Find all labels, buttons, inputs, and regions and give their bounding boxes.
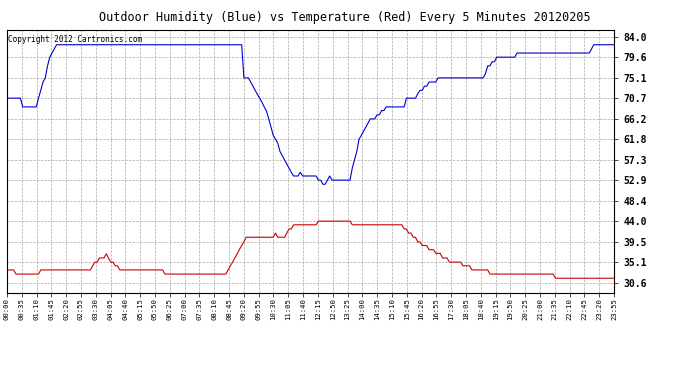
Text: Outdoor Humidity (Blue) vs Temperature (Red) Every 5 Minutes 20120205: Outdoor Humidity (Blue) vs Temperature (… [99, 11, 591, 24]
Text: Copyright 2012 Cartronics.com: Copyright 2012 Cartronics.com [8, 35, 142, 44]
